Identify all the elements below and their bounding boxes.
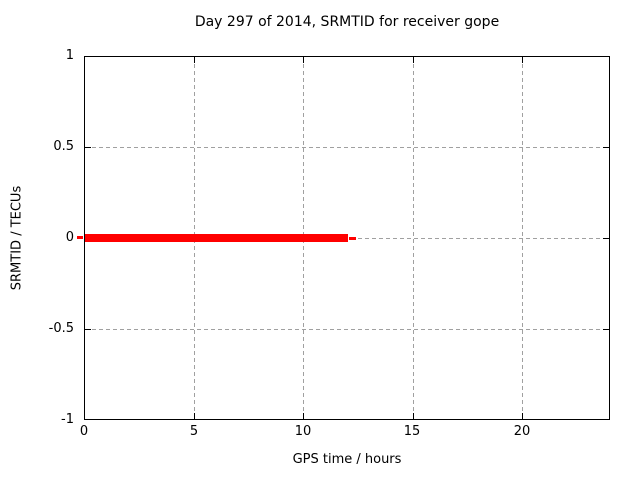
xtick-mark-top-5 — [194, 57, 195, 63]
ytick-mark-right-0p5 — [603, 147, 609, 148]
gridline-v-15 — [413, 57, 414, 419]
ytick-label-m1: -1 — [61, 412, 74, 427]
data-line-segment-main — [85, 234, 348, 242]
xtick-mark-top-15 — [413, 57, 414, 63]
xtick-label-15: 15 — [403, 424, 421, 439]
plot-area — [84, 56, 610, 420]
xtick-label-20: 20 — [513, 424, 531, 439]
chart-title: Day 297 of 2014, SRMTID for receiver gop… — [194, 14, 500, 30]
x-axis-label: GPS time / hours — [292, 452, 402, 467]
gridline-h-m0p5 — [85, 329, 609, 330]
xtick-label-5: 5 — [189, 424, 199, 439]
ytick-mark-left-0p5 — [85, 147, 91, 148]
data-line-left-overhang — [77, 236, 83, 239]
xtick-mark-bottom-15 — [413, 413, 414, 419]
xtick-mark-top-20 — [522, 57, 523, 63]
xtick-mark-bottom-10 — [303, 413, 304, 419]
ytick-mark-right-0 — [603, 238, 609, 239]
ytick-label-m0p5: -0.5 — [48, 321, 74, 336]
xtick-label-10: 10 — [294, 424, 312, 439]
xtick-mark-bottom-20 — [522, 413, 523, 419]
gridline-v-20 — [522, 57, 523, 419]
ytick-label-0p5: 0.5 — [53, 139, 74, 154]
ytick-label-1: 1 — [65, 48, 74, 63]
xtick-label-0: 0 — [79, 424, 89, 439]
ytick-mark-right-m0p5 — [603, 329, 609, 330]
gridline-h-0p5 — [85, 147, 609, 148]
xtick-mark-bottom-5 — [194, 413, 195, 419]
xtick-mark-top-10 — [303, 57, 304, 63]
data-line-segment-dash — [349, 237, 356, 240]
ytick-label-0: 0 — [65, 230, 74, 245]
ytick-mark-left-m0p5 — [85, 329, 91, 330]
